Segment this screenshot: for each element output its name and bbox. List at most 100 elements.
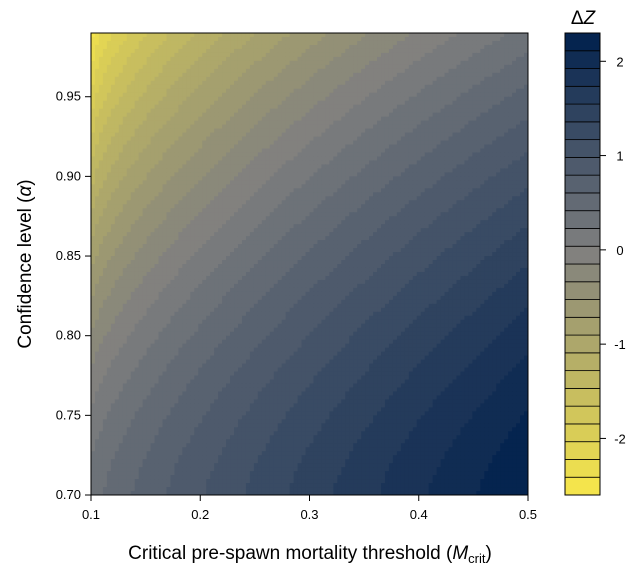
contour-cell <box>134 204 140 209</box>
contour-cell <box>377 48 382 54</box>
contour-cell <box>230 172 235 177</box>
contour-cell <box>432 48 438 54</box>
contour-cell <box>237 164 243 170</box>
contour-cell <box>484 92 489 98</box>
contour-cell <box>305 200 311 205</box>
contour-cell <box>460 148 466 154</box>
contour-cell <box>178 48 183 54</box>
contour-cell <box>500 80 505 86</box>
contour-cell <box>166 76 172 82</box>
contour-cell <box>106 136 112 142</box>
contour-cell <box>186 116 191 122</box>
contour-cell <box>190 100 195 106</box>
contour-cell <box>273 156 279 162</box>
contour-cell <box>245 36 251 42</box>
contour-cell <box>392 68 398 74</box>
contour-cell <box>524 48 528 54</box>
contour-cell <box>257 108 263 114</box>
contour-cell <box>468 92 473 98</box>
contour-cell <box>333 140 338 146</box>
contour-cell <box>265 96 271 102</box>
contour-cell <box>353 176 358 181</box>
contour-cell <box>381 72 386 78</box>
contour-cell <box>293 160 299 166</box>
contour-cell <box>106 104 112 110</box>
contour-cell <box>496 72 501 78</box>
contour-cell <box>114 208 120 213</box>
contour-cell <box>309 208 315 213</box>
contour-cell <box>353 36 358 42</box>
contour-cell <box>500 180 505 185</box>
contour-cell <box>305 124 311 130</box>
contour-cell <box>444 80 450 86</box>
contour-cell <box>253 84 259 90</box>
contour-cell <box>432 136 438 142</box>
contour-cell <box>261 188 267 193</box>
contour-cell <box>162 56 168 62</box>
contour-cell <box>118 64 124 70</box>
contour-cell <box>373 148 378 154</box>
contour-cell <box>440 164 446 170</box>
contour-cell <box>301 136 307 142</box>
contour-cell <box>305 144 311 150</box>
contour-cell <box>313 120 319 126</box>
contour-cell <box>118 108 124 114</box>
contour-cell <box>174 144 179 150</box>
contour-cell <box>444 164 450 170</box>
contour-cell <box>460 128 466 134</box>
contour-cell <box>297 120 303 126</box>
contour-cell <box>309 52 315 58</box>
contour-cell <box>162 88 168 94</box>
contour-cell <box>265 208 271 213</box>
contour-cell <box>261 64 267 70</box>
contour-cell <box>130 44 136 50</box>
contour-cell <box>182 144 187 150</box>
contour-cell <box>329 128 334 134</box>
contour-cell <box>273 72 279 78</box>
contour-cell <box>456 156 462 162</box>
contour-cell <box>464 120 470 126</box>
contour-cell <box>114 92 120 98</box>
contour-cell <box>293 116 299 122</box>
contour-cell <box>265 33 271 38</box>
contour-cell <box>190 208 195 213</box>
contour-cell <box>122 56 128 62</box>
contour-cell <box>234 124 239 130</box>
contour-cell <box>381 76 386 82</box>
contour-cell <box>436 76 442 82</box>
contour-cell <box>158 136 164 142</box>
contour-cell <box>293 33 299 38</box>
contour-cell <box>396 128 402 134</box>
contour-cell <box>416 48 422 54</box>
contour-cell <box>369 88 374 94</box>
contour-cell <box>122 36 128 42</box>
contour-cell <box>329 184 334 189</box>
contour-cell <box>416 112 422 118</box>
contour-cell <box>170 112 176 118</box>
contour-cell <box>138 104 144 110</box>
contour-cell <box>333 184 338 189</box>
contour-cell <box>500 124 505 130</box>
contour-cell <box>154 140 160 146</box>
contour-cell <box>345 100 350 106</box>
contour-cell <box>265 212 271 217</box>
contour-cell <box>373 124 378 130</box>
contour-cell <box>214 72 219 78</box>
contour-cell <box>281 84 287 90</box>
contour-cell <box>94 72 100 78</box>
contour-cell <box>492 152 497 158</box>
contour-cell <box>508 116 513 122</box>
contour-cell <box>396 100 402 106</box>
contour-cell <box>226 80 231 86</box>
contour-cell <box>142 188 148 193</box>
contour-cell <box>249 152 255 158</box>
contour-cell <box>309 44 315 50</box>
contour-cell <box>460 64 466 70</box>
contour-cell <box>210 68 215 74</box>
contour-cell <box>174 36 179 42</box>
contour-cell <box>210 36 215 42</box>
contour-cell <box>174 180 179 185</box>
contour-cell <box>190 104 195 110</box>
contour-cell <box>126 100 132 106</box>
contour-cell <box>214 208 219 213</box>
